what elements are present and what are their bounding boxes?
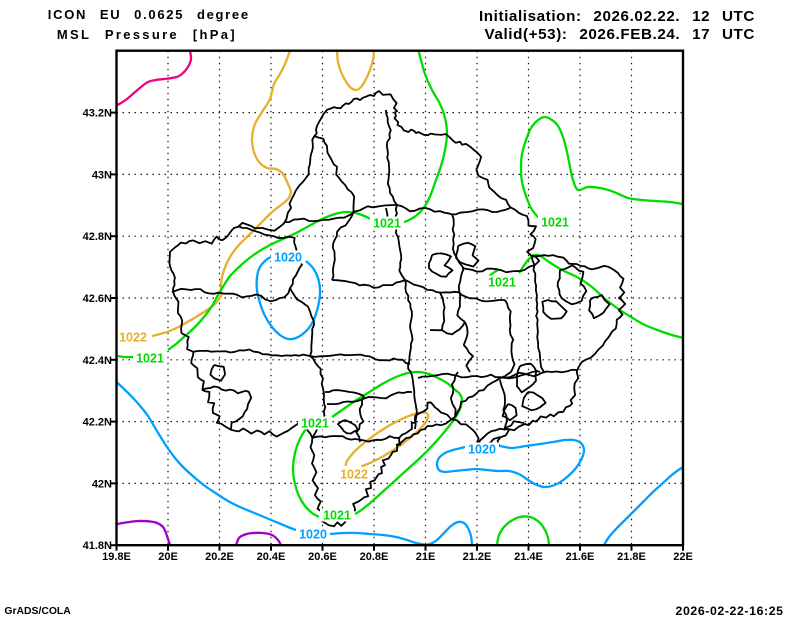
svg-text:ICON EU 0.0625 degree: ICON EU 0.0625 degree [48, 7, 250, 22]
svg-text:1021: 1021 [136, 352, 164, 366]
svg-text:1021: 1021 [488, 276, 516, 290]
svg-text:GrADS/COLA: GrADS/COLA [4, 606, 71, 617]
svg-text:43N: 43N [92, 169, 112, 181]
svg-text:2026-02-22-16:25: 2026-02-22-16:25 [676, 604, 784, 618]
svg-text:42.8N: 42.8N [83, 231, 112, 243]
svg-text:21E: 21E [416, 551, 436, 563]
svg-text:42.2N: 42.2N [83, 417, 112, 429]
svg-text:21.4E: 21.4E [514, 551, 543, 563]
svg-text:43.2N: 43.2N [83, 108, 112, 120]
svg-text:42.6N: 42.6N [83, 293, 112, 305]
svg-text:1021: 1021 [301, 417, 329, 431]
svg-text:1022: 1022 [340, 468, 368, 482]
svg-text:1020: 1020 [274, 251, 302, 265]
svg-text:42N: 42N [92, 478, 112, 490]
svg-text:1021: 1021 [323, 509, 351, 523]
svg-text:20.4E: 20.4E [257, 551, 286, 563]
svg-text:20.2E: 20.2E [205, 551, 234, 563]
svg-text:1020: 1020 [299, 528, 327, 542]
svg-text:1021: 1021 [541, 216, 569, 230]
svg-text:20E: 20E [158, 551, 178, 563]
svg-text:1020: 1020 [468, 443, 496, 457]
svg-text:21.2E: 21.2E [463, 551, 492, 563]
svg-text:1022: 1022 [119, 331, 147, 345]
svg-text:21.6E: 21.6E [566, 551, 595, 563]
svg-text:41.8N: 41.8N [83, 540, 112, 552]
svg-text:20.8E: 20.8E [360, 551, 389, 563]
svg-text:Valid(+53): 2026.FEB.24. 17 UT: Valid(+53): 2026.FEB.24. 17 UTC [485, 26, 755, 43]
svg-text:1021: 1021 [373, 217, 401, 231]
svg-text:Initialisation: 2026.02.22. 12: Initialisation: 2026.02.22. 12 UTC [479, 8, 755, 25]
svg-text:MSL Pressure [hPa]: MSL Pressure [hPa] [57, 27, 237, 42]
svg-text:20.6E: 20.6E [308, 551, 337, 563]
svg-text:42.4N: 42.4N [83, 355, 112, 367]
svg-text:22E: 22E [673, 551, 693, 563]
svg-text:21.8E: 21.8E [617, 551, 646, 563]
svg-text:19.8E: 19.8E [102, 551, 131, 563]
